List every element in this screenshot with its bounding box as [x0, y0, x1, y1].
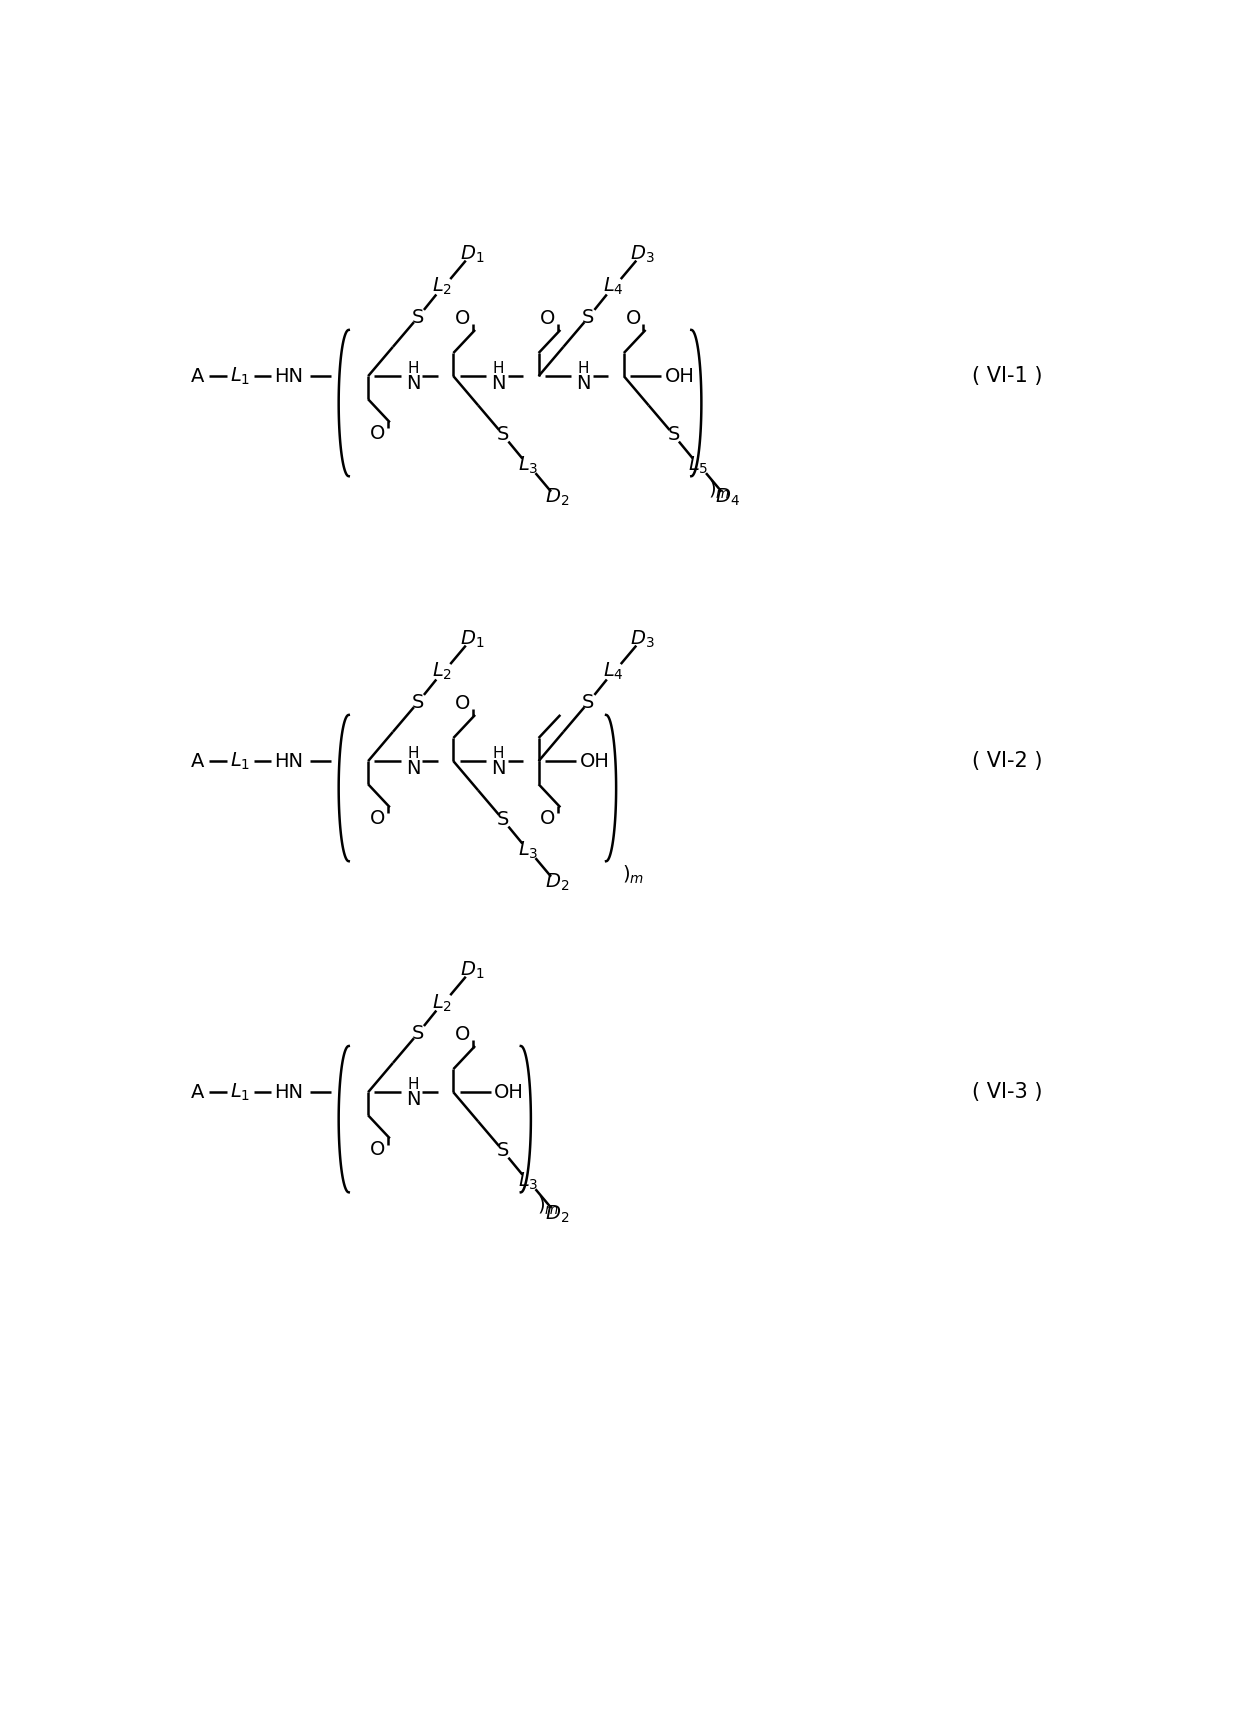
- Text: S: S: [497, 811, 510, 830]
- Text: O: O: [455, 1025, 470, 1044]
- Text: S: S: [412, 693, 424, 712]
- Text: ( VI-2 ): ( VI-2 ): [972, 750, 1043, 771]
- Text: HN: HN: [274, 752, 304, 771]
- Text: $L_3$: $L_3$: [517, 1171, 538, 1193]
- Text: $D_4$: $D_4$: [715, 488, 740, 508]
- Text: $D_2$: $D_2$: [546, 1203, 569, 1224]
- Text: $L_1$: $L_1$: [231, 365, 250, 387]
- Text: $L_2$: $L_2$: [433, 660, 453, 683]
- Text: N: N: [405, 373, 420, 392]
- Text: S: S: [412, 1024, 424, 1043]
- Text: $L_3$: $L_3$: [517, 455, 538, 475]
- Text: O: O: [370, 424, 386, 443]
- Text: S: S: [412, 308, 424, 327]
- Text: $L_4$: $L_4$: [603, 660, 624, 683]
- Text: ( VI-3 ): ( VI-3 ): [972, 1082, 1043, 1101]
- Text: A: A: [191, 752, 205, 771]
- Text: N: N: [577, 373, 590, 392]
- Text: N: N: [405, 1091, 420, 1110]
- Text: $D_1$: $D_1$: [460, 244, 484, 265]
- Text: $D_1$: $D_1$: [460, 960, 484, 980]
- Text: $D_3$: $D_3$: [630, 629, 655, 650]
- Text: H: H: [578, 361, 589, 375]
- Text: N: N: [491, 759, 506, 778]
- Text: $D_2$: $D_2$: [546, 871, 569, 894]
- Text: O: O: [455, 693, 470, 712]
- Text: $L_4$: $L_4$: [603, 277, 624, 297]
- Text: $)_m$: $)_m$: [708, 479, 729, 501]
- Text: HN: HN: [274, 1082, 304, 1101]
- Text: A: A: [191, 367, 205, 386]
- Text: H: H: [492, 361, 505, 375]
- Text: $D_2$: $D_2$: [546, 488, 569, 508]
- Text: S: S: [497, 1141, 510, 1160]
- Text: OH: OH: [495, 1082, 525, 1101]
- Text: S: S: [667, 425, 680, 444]
- Text: OH: OH: [665, 367, 694, 386]
- Text: H: H: [492, 745, 505, 761]
- Text: $L_1$: $L_1$: [231, 1082, 250, 1103]
- Text: H: H: [407, 745, 419, 761]
- Text: $L_1$: $L_1$: [231, 750, 250, 771]
- Text: H: H: [407, 361, 419, 375]
- Text: O: O: [541, 809, 556, 828]
- Text: H: H: [407, 1077, 419, 1093]
- Text: $D_1$: $D_1$: [460, 629, 484, 650]
- Text: ( VI-1 ): ( VI-1 ): [972, 367, 1043, 386]
- Text: O: O: [541, 309, 556, 329]
- Text: $L_5$: $L_5$: [688, 455, 708, 475]
- Text: $)_m$: $)_m$: [622, 864, 645, 887]
- Text: $L_3$: $L_3$: [517, 840, 538, 861]
- Text: $L_2$: $L_2$: [433, 992, 453, 1013]
- Text: S: S: [582, 308, 594, 327]
- Text: OH: OH: [579, 752, 609, 771]
- Text: $)_m$: $)_m$: [537, 1195, 559, 1217]
- Text: S: S: [582, 693, 594, 712]
- Text: O: O: [370, 809, 386, 828]
- Text: $L_2$: $L_2$: [433, 277, 453, 297]
- Text: N: N: [491, 373, 506, 392]
- Text: A: A: [191, 1082, 205, 1101]
- Text: O: O: [625, 309, 641, 329]
- Text: HN: HN: [274, 367, 304, 386]
- Text: S: S: [497, 425, 510, 444]
- Text: O: O: [455, 309, 470, 329]
- Text: N: N: [405, 759, 420, 778]
- Text: O: O: [370, 1141, 386, 1160]
- Text: $D_3$: $D_3$: [630, 244, 655, 265]
